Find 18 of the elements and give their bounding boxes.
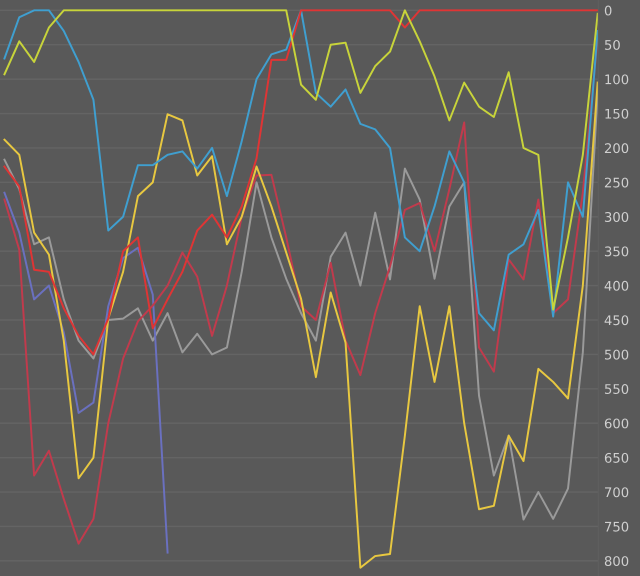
y-tick-label: 500 — [604, 350, 628, 360]
y-tick-label: 750 — [605, 522, 628, 532]
y-tick-label: 800 — [604, 556, 628, 566]
y-tick-label: 200 — [604, 143, 628, 154]
y-tick-label: 400 — [604, 280, 628, 291]
y-tick-label: 450 — [604, 315, 628, 326]
line-series — [3, 192, 169, 554]
y-tick-label: 300 — [604, 212, 628, 222]
y-tick-label: 700 — [605, 487, 628, 498]
y-tick-label: 50 — [604, 40, 620, 50]
y-tick-label: 550 — [604, 384, 628, 394]
y-tick-label: 600 — [604, 418, 628, 428]
y-tick-label: 350 — [604, 246, 628, 256]
y-tick-label: 150 — [605, 108, 628, 119]
y-tick-label: 650 — [604, 452, 628, 463]
y-tick-label: 250 — [604, 178, 628, 188]
y-tick-label: 100 — [605, 74, 628, 84]
y-tick-label: 0 — [604, 6, 612, 16]
